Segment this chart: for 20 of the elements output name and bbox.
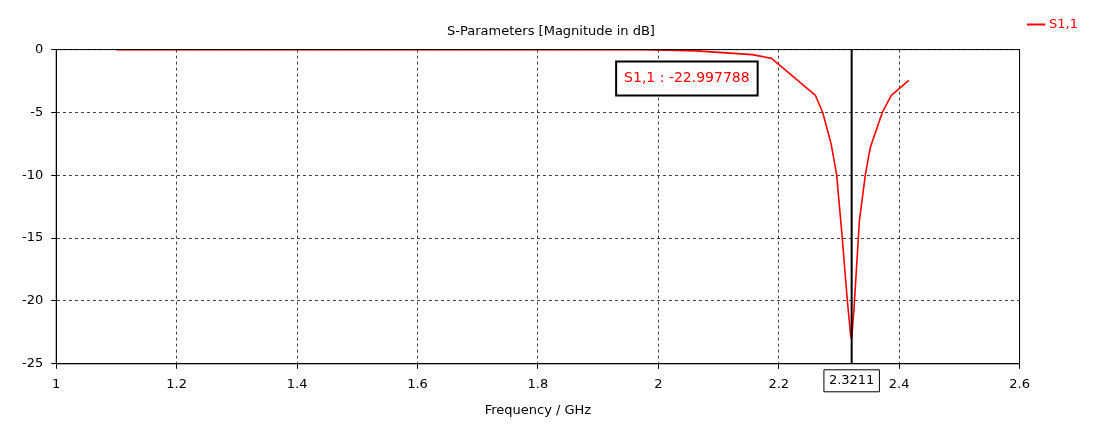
x-tick-label: 2.2 (768, 375, 790, 391)
annotation: S1,1 : -22.997788 (624, 69, 750, 86)
legend-label: S1,1 (1049, 15, 1079, 31)
x-tick-label: 1 (52, 375, 61, 391)
x-tick-label: 2 (654, 375, 663, 391)
y-tick-label: -15 (22, 229, 44, 245)
ref-line-label: 2.3211 (828, 372, 875, 388)
y-tick-label: -10 (22, 166, 44, 182)
y-tick-label: 0 (34, 40, 44, 56)
y-tick-label: -25 (22, 355, 44, 371)
x-tick-label: 2.4 (888, 375, 910, 391)
x-tick-label: 1.6 (407, 375, 428, 391)
y-tick-label: -5 (30, 103, 44, 119)
chart-title: S-Parameters [Magnitude in dB] (447, 23, 655, 39)
x-tick-label: 1.2 (166, 375, 187, 391)
x-tick-label: 1.8 (527, 375, 549, 391)
y-tick-label: -20 (22, 292, 44, 308)
x-tick-label: 1.4 (286, 375, 308, 391)
x-tick-label: 2.6 (1009, 375, 1030, 391)
x-axis-title: Frequency / GHz (484, 401, 592, 417)
